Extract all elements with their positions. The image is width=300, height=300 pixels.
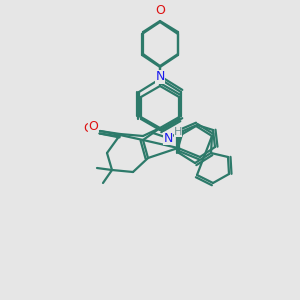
Text: H: H — [174, 127, 182, 137]
Text: O: O — [88, 121, 98, 134]
Text: N: N — [155, 71, 165, 84]
Text: N: N — [163, 131, 173, 145]
Text: O: O — [83, 122, 93, 136]
Text: O: O — [155, 4, 165, 17]
Text: N: N — [155, 70, 165, 83]
Text: O: O — [155, 5, 165, 18]
